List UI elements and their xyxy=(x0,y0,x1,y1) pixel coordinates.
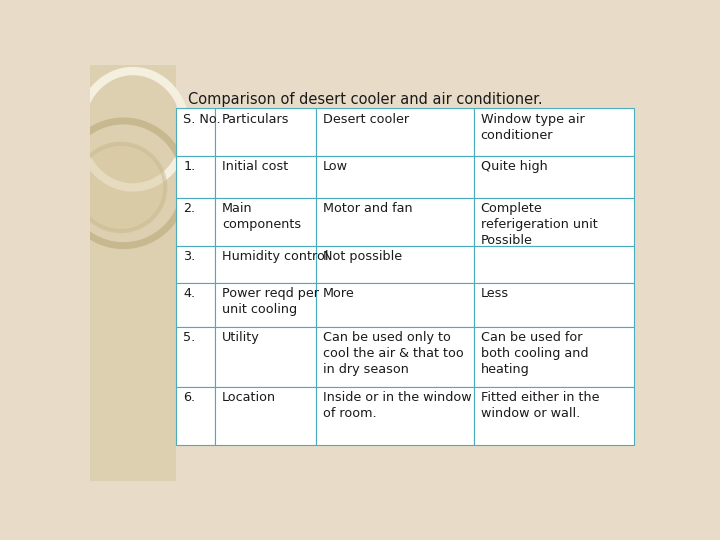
Bar xyxy=(176,246,215,283)
Bar xyxy=(474,156,634,198)
Bar xyxy=(474,283,634,327)
Bar xyxy=(215,387,316,446)
Text: Can be used for
both cooling and
heating: Can be used for both cooling and heating xyxy=(481,331,588,376)
Text: 6.: 6. xyxy=(183,391,195,404)
Bar xyxy=(474,109,634,156)
Text: Window type air
conditioner: Window type air conditioner xyxy=(481,113,585,141)
Bar xyxy=(316,109,474,156)
Bar xyxy=(215,156,316,198)
Text: 4.: 4. xyxy=(183,287,195,300)
Bar xyxy=(176,327,215,387)
Bar xyxy=(474,246,634,283)
Bar xyxy=(215,246,316,283)
Text: 1.: 1. xyxy=(183,160,195,173)
Text: Not possible: Not possible xyxy=(323,250,402,263)
Text: Humidity control: Humidity control xyxy=(222,250,328,263)
Bar xyxy=(215,327,316,387)
Text: Desert cooler: Desert cooler xyxy=(323,113,409,126)
Bar xyxy=(215,198,316,246)
Text: 2.: 2. xyxy=(183,202,195,215)
Bar xyxy=(176,156,215,198)
Bar xyxy=(176,387,215,446)
Bar xyxy=(176,198,215,246)
Bar xyxy=(316,387,474,446)
Bar xyxy=(215,283,316,327)
Text: Comparison of desert cooler and air conditioner.: Comparison of desert cooler and air cond… xyxy=(188,92,542,107)
Bar xyxy=(474,327,634,387)
Bar xyxy=(176,109,215,156)
Text: Quite high: Quite high xyxy=(481,160,547,173)
Bar xyxy=(316,198,474,246)
Bar xyxy=(316,156,474,198)
Ellipse shape xyxy=(76,144,166,231)
Bar xyxy=(316,246,474,283)
Text: Main
components: Main components xyxy=(222,202,301,231)
Bar xyxy=(176,283,215,327)
Text: Motor and fan: Motor and fan xyxy=(323,202,413,215)
Text: Fitted either in the
window or wall.: Fitted either in the window or wall. xyxy=(481,391,599,420)
Text: 5.: 5. xyxy=(183,331,195,344)
Text: Utility: Utility xyxy=(222,331,260,344)
Text: Power reqd per
unit cooling: Power reqd per unit cooling xyxy=(222,287,319,316)
Text: Particulars: Particulars xyxy=(222,113,289,126)
Text: More: More xyxy=(323,287,354,300)
Bar xyxy=(90,65,176,481)
Text: Inside or in the window
of room.: Inside or in the window of room. xyxy=(323,391,472,420)
Text: Complete
referigeration unit
Possible: Complete referigeration unit Possible xyxy=(481,202,598,247)
Bar xyxy=(474,198,634,246)
Text: 3.: 3. xyxy=(183,250,195,263)
Text: Low: Low xyxy=(323,160,348,173)
Text: Less: Less xyxy=(481,287,509,300)
Text: Location: Location xyxy=(222,391,276,404)
Bar xyxy=(474,387,634,446)
Text: Initial cost: Initial cost xyxy=(222,160,288,173)
Bar xyxy=(316,283,474,327)
Text: S. No.: S. No. xyxy=(183,113,221,126)
Bar xyxy=(215,109,316,156)
Bar xyxy=(316,327,474,387)
Text: Can be used only to
cool the air & that too
in dry season: Can be used only to cool the air & that … xyxy=(323,331,464,376)
